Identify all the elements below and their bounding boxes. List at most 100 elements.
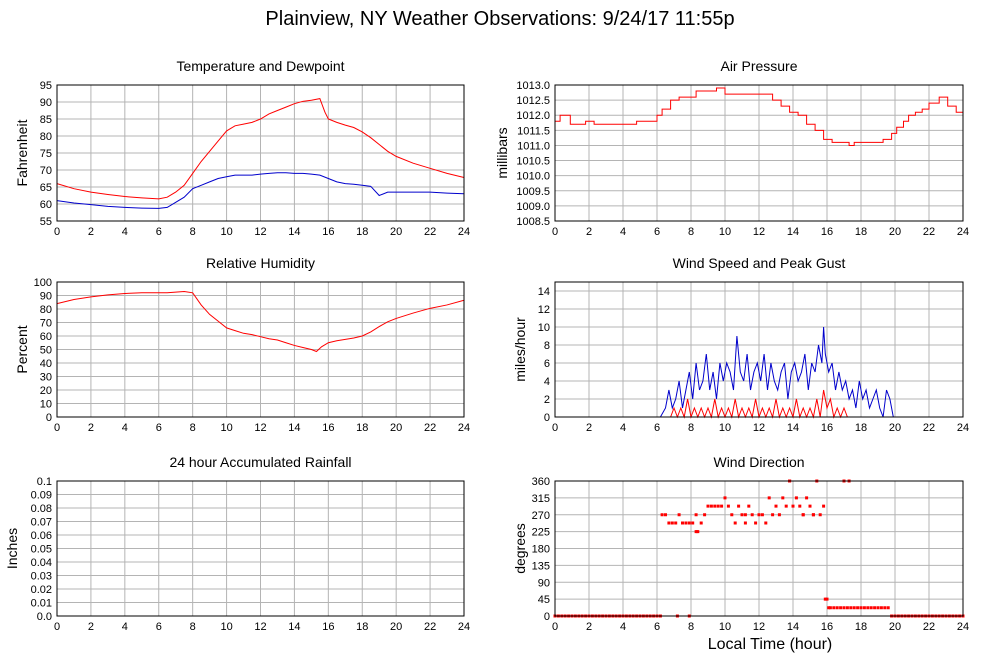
data-point bbox=[852, 606, 856, 610]
series-line-1 bbox=[56, 290, 465, 353]
data-point bbox=[781, 496, 785, 500]
y-tick-label: 0.01 bbox=[31, 598, 52, 610]
x-tick-label: 8 bbox=[688, 422, 694, 434]
data-point bbox=[825, 597, 829, 601]
chart-title: Temperature and Dewpoint bbox=[176, 58, 344, 74]
data-point bbox=[845, 606, 849, 610]
y-tick-label: 0 bbox=[544, 412, 550, 424]
data-point bbox=[733, 521, 737, 525]
x-tick-label: 4 bbox=[620, 621, 626, 633]
data-point bbox=[862, 606, 866, 610]
data-point bbox=[856, 606, 860, 610]
data-point bbox=[699, 521, 703, 525]
x-tick-label: 10 bbox=[220, 621, 232, 633]
data-point bbox=[660, 513, 664, 517]
data-point bbox=[832, 606, 836, 610]
data-point bbox=[823, 597, 827, 601]
data-point bbox=[694, 530, 698, 534]
data-point bbox=[883, 606, 887, 610]
chart-title: 24 hour Accumulated Rainfall bbox=[169, 454, 351, 470]
x-tick-label: 2 bbox=[586, 621, 592, 633]
y-tick-label: 0.05 bbox=[31, 544, 52, 556]
x-tick-label: 14 bbox=[787, 621, 799, 633]
x-tick-label: 6 bbox=[156, 621, 162, 633]
y-tick-label: 40 bbox=[40, 358, 52, 370]
data-point bbox=[849, 606, 853, 610]
x-tick-label: 22 bbox=[424, 422, 436, 434]
x-tick-label: 18 bbox=[356, 422, 368, 434]
y-tick-label: 0.06 bbox=[31, 530, 52, 542]
x-tick-label: 12 bbox=[254, 226, 266, 238]
data-point bbox=[720, 504, 724, 508]
data-point bbox=[740, 513, 744, 517]
y-tick-label: 270 bbox=[532, 510, 550, 522]
x-tick-label: 20 bbox=[390, 422, 402, 434]
data-point bbox=[681, 521, 684, 525]
y-tick-label: 1009.5 bbox=[516, 186, 550, 198]
y-tick-label: 360 bbox=[532, 476, 550, 488]
data-point bbox=[771, 513, 775, 517]
data-point bbox=[747, 504, 751, 508]
x-tick-label: 20 bbox=[889, 621, 901, 633]
x-tick-label: 8 bbox=[688, 621, 694, 633]
x-tick-label: 8 bbox=[688, 226, 694, 238]
y-tick-label: 225 bbox=[532, 527, 550, 539]
x-tick-label: 4 bbox=[122, 422, 128, 434]
x-axis-label: Local Time (hour) bbox=[707, 636, 833, 653]
y-tick-label: 1011.0 bbox=[517, 140, 550, 152]
y-tick-label: 1012.0 bbox=[516, 110, 550, 122]
chart-title: Relative Humidity bbox=[206, 255, 315, 271]
data-point bbox=[777, 513, 781, 517]
x-tick-label: 24 bbox=[458, 621, 470, 633]
x-tick-label: 6 bbox=[654, 226, 660, 238]
data-point bbox=[743, 521, 747, 525]
x-tick-label: 24 bbox=[458, 422, 470, 434]
x-tick-label: 20 bbox=[889, 226, 901, 238]
y-tick-label: 70 bbox=[40, 318, 52, 330]
y-tick-label: 0.1 bbox=[37, 476, 52, 488]
chart-title: Wind Direction bbox=[713, 454, 804, 470]
y-axis-label: Percent bbox=[14, 325, 30, 373]
x-tick-label: 14 bbox=[288, 226, 300, 238]
data-point bbox=[801, 513, 805, 517]
x-tick-label: 6 bbox=[156, 226, 162, 238]
data-point bbox=[723, 496, 727, 500]
x-tick-label: 4 bbox=[122, 226, 128, 238]
x-tick-label: 0 bbox=[54, 422, 60, 434]
y-axis-label: degrees bbox=[512, 523, 528, 574]
data-point bbox=[670, 521, 674, 525]
y-tick-label: 80 bbox=[40, 304, 52, 316]
data-point bbox=[743, 513, 747, 517]
y-axis-label: millibars bbox=[494, 127, 510, 178]
series-line-1 bbox=[555, 87, 964, 146]
y-axis-label: Fahrenheit bbox=[14, 119, 30, 186]
data-point bbox=[754, 521, 758, 525]
y-tick-label: 135 bbox=[532, 560, 550, 572]
x-tick-label: 4 bbox=[620, 422, 626, 434]
data-point bbox=[706, 504, 710, 508]
data-point bbox=[760, 513, 764, 517]
y-tick-label: 0 bbox=[544, 611, 550, 623]
series-line-2 bbox=[555, 389, 963, 419]
chart-title: Wind Speed and Peak Gust bbox=[673, 255, 846, 271]
x-tick-label: 4 bbox=[620, 226, 626, 238]
data-point bbox=[879, 606, 883, 610]
series-line-2 bbox=[56, 172, 465, 209]
y-tick-label: 90 bbox=[40, 291, 52, 303]
y-tick-label: 95 bbox=[40, 80, 52, 92]
data-point bbox=[730, 513, 734, 517]
y-tick-label: 85 bbox=[40, 114, 52, 126]
x-tick-label: 24 bbox=[957, 422, 969, 434]
y-tick-label: 10 bbox=[40, 399, 52, 411]
x-tick-label: 16 bbox=[322, 422, 334, 434]
data-point bbox=[859, 606, 863, 610]
y-tick-label: 70 bbox=[40, 165, 52, 177]
x-tick-label: 12 bbox=[753, 621, 765, 633]
data-point bbox=[876, 606, 880, 610]
x-tick-label: 8 bbox=[190, 422, 196, 434]
data-point bbox=[869, 606, 873, 610]
